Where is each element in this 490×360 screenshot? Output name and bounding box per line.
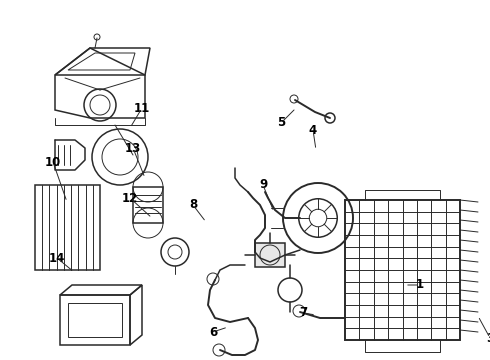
Bar bbox=[255, 243, 285, 267]
Text: 9: 9 bbox=[259, 179, 267, 192]
Text: 7: 7 bbox=[299, 306, 307, 320]
Bar bbox=[345, 200, 460, 340]
Text: 13: 13 bbox=[125, 141, 141, 154]
Text: 6: 6 bbox=[209, 325, 217, 338]
Bar bbox=[68, 303, 122, 337]
Bar bbox=[60, 295, 130, 345]
Bar bbox=[35, 185, 100, 270]
Text: 14: 14 bbox=[49, 252, 65, 265]
Text: 3: 3 bbox=[486, 332, 490, 345]
Bar bbox=[133, 187, 163, 223]
Text: 10: 10 bbox=[45, 156, 61, 168]
Text: 11: 11 bbox=[134, 102, 150, 114]
Text: 5: 5 bbox=[277, 117, 285, 130]
Text: 8: 8 bbox=[189, 198, 197, 211]
Text: 12: 12 bbox=[122, 192, 138, 204]
Text: 1: 1 bbox=[416, 279, 424, 292]
Text: 4: 4 bbox=[309, 123, 317, 136]
